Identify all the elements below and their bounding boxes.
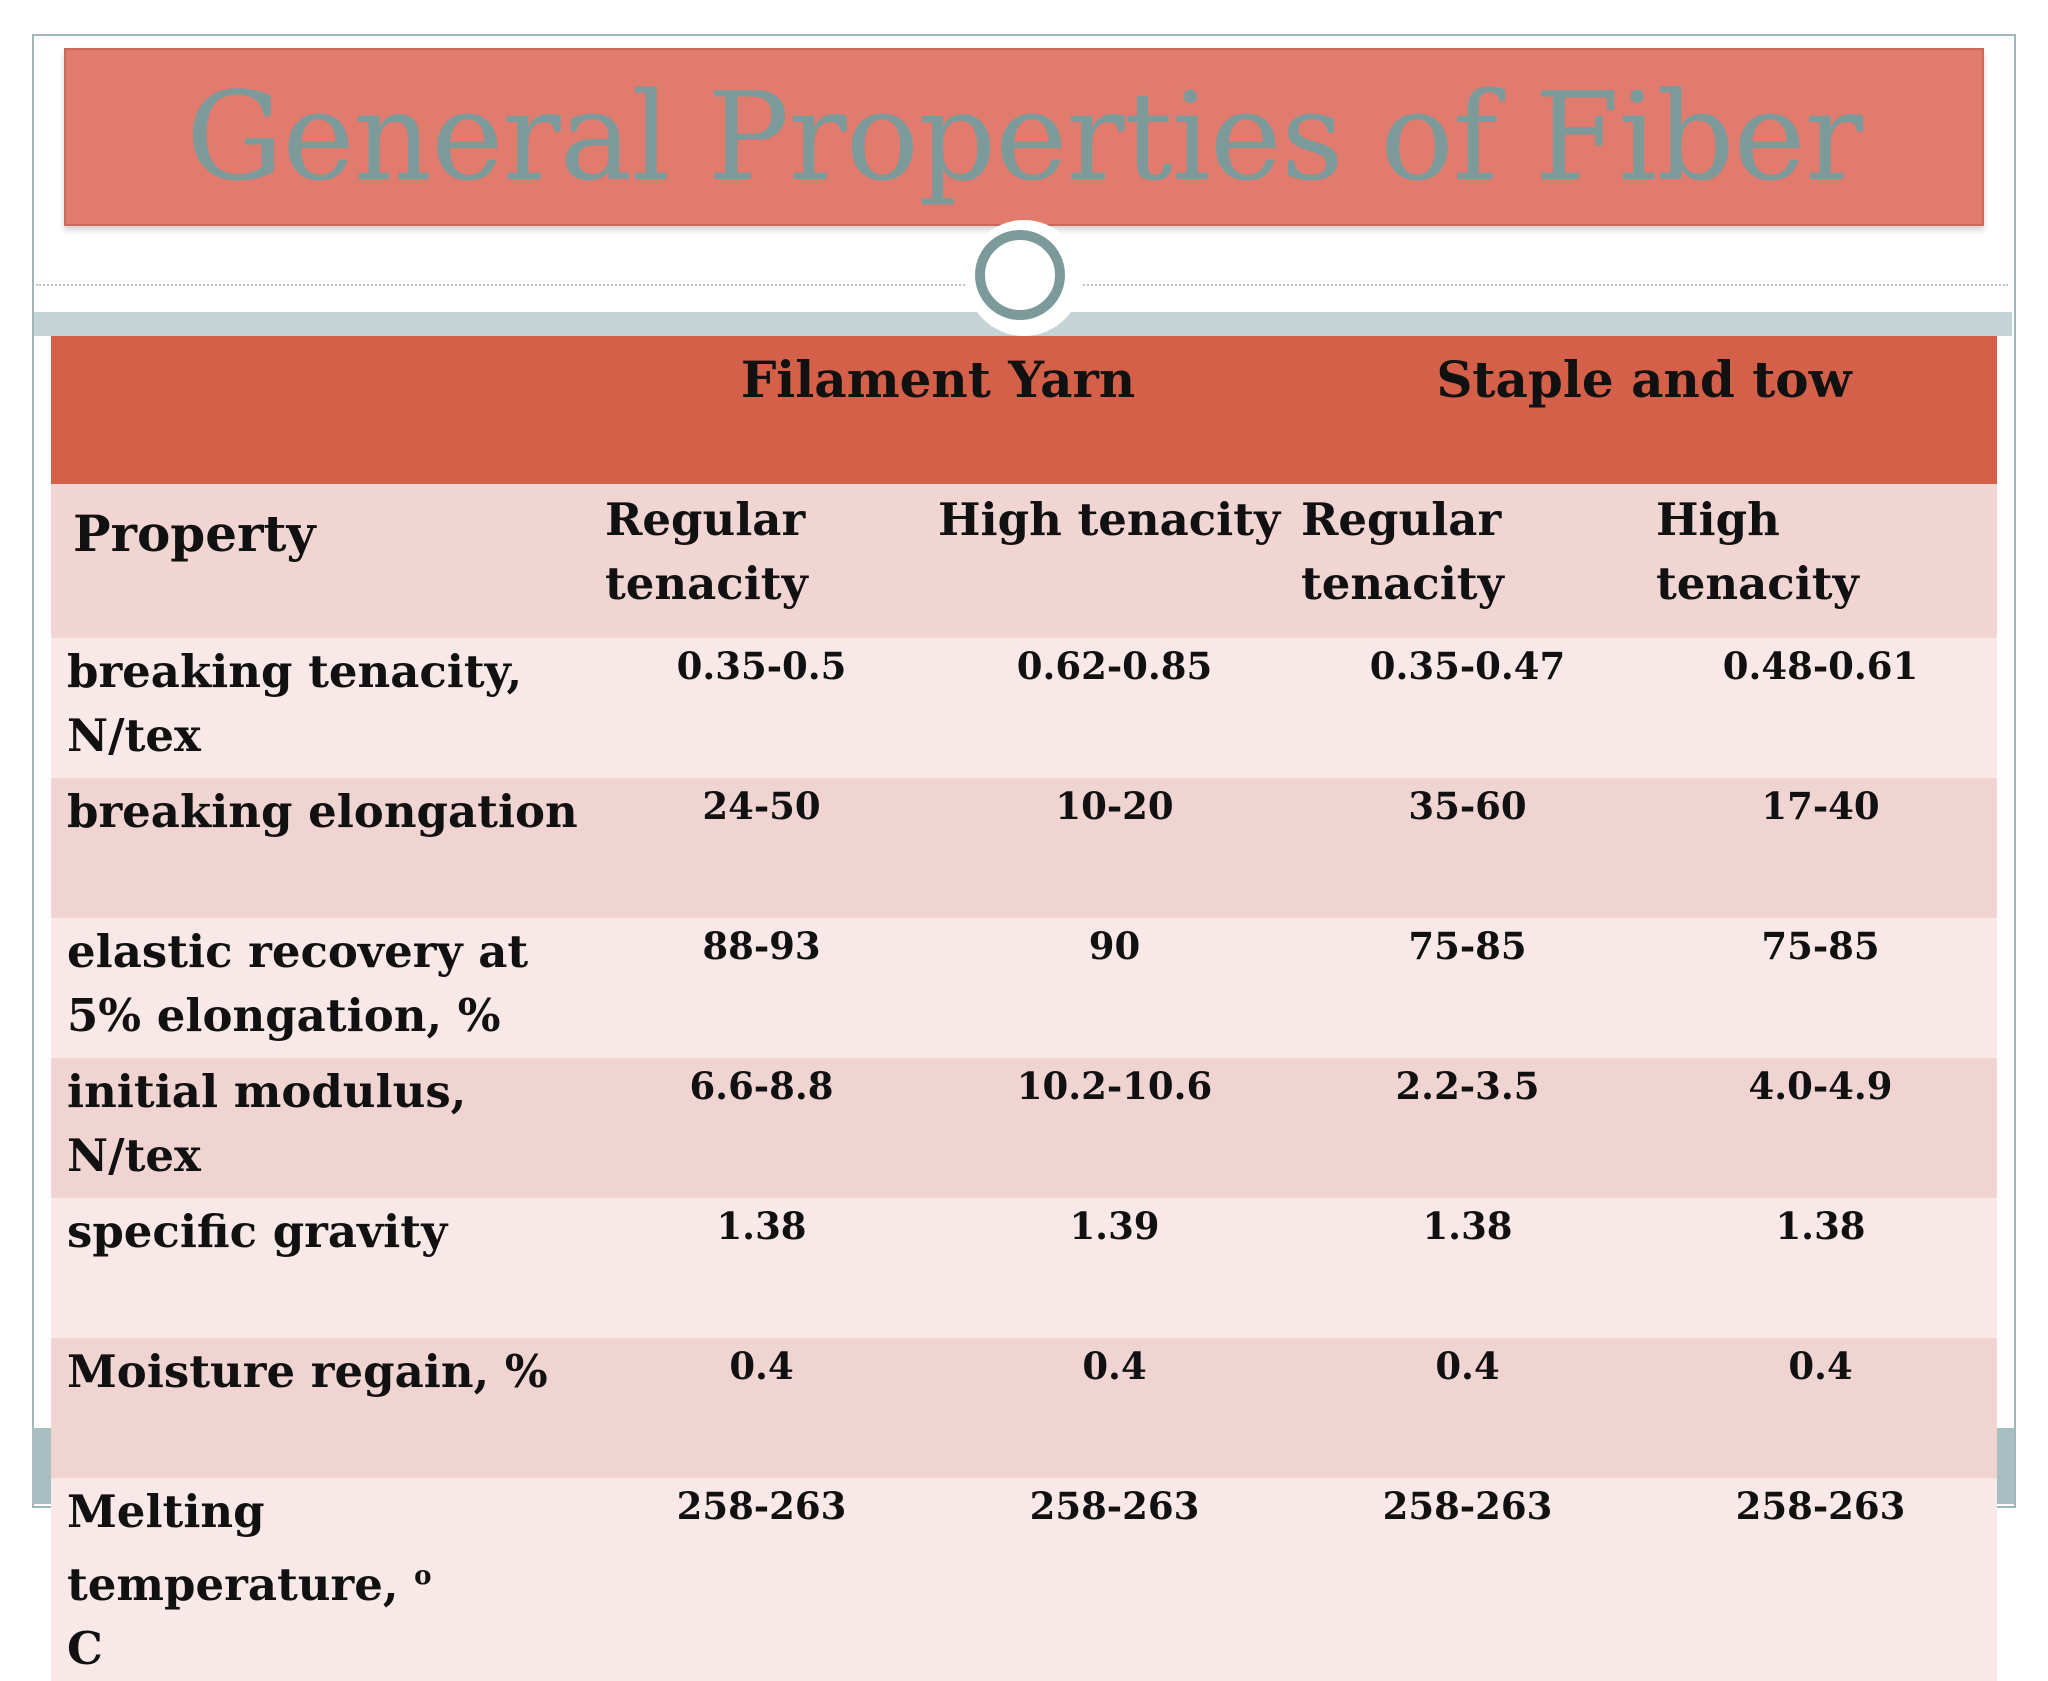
row-label: specific gravity	[51, 1198, 585, 1338]
slide-title: General Properties of Fiber	[185, 66, 1863, 208]
group-header-row: Filament Yarn Staple and tow	[51, 336, 1998, 484]
cell-value: 0.4	[1644, 1338, 1998, 1478]
property-column-header: Property	[51, 484, 585, 638]
cell-value: 1.39	[938, 1198, 1291, 1338]
row-label: Moisture regain, %	[51, 1338, 585, 1478]
sub-header-staple-regular: Regular tenacity	[1291, 484, 1644, 638]
cell-value: 10.2-10.6	[938, 1058, 1291, 1198]
row-label: initial modulus, N/tex	[51, 1058, 585, 1198]
cell-value: 258-263	[585, 1478, 938, 1681]
group-header-empty	[51, 336, 585, 484]
table-row: specific gravity 1.38 1.39 1.38 1.38	[51, 1198, 1998, 1338]
fiber-properties-table: Filament Yarn Staple and tow Property Re…	[51, 336, 1998, 1681]
cell-value: 258-263	[1644, 1478, 1998, 1681]
cell-value: 0.35-0.47	[1291, 638, 1644, 778]
cell-value: 35-60	[1291, 778, 1644, 918]
cell-value: 6.6-8.8	[585, 1058, 938, 1198]
cell-value: 2.2-3.5	[1291, 1058, 1644, 1198]
cell-value: 88-93	[585, 918, 938, 1058]
row-label-text: Melting temperature,	[67, 1485, 415, 1611]
cell-value: 0.4	[1291, 1338, 1644, 1478]
group-header-filament-yarn: Filament Yarn	[585, 336, 1291, 484]
cell-value: 24-50	[585, 778, 938, 918]
cell-value: 0.35-0.5	[585, 638, 938, 778]
cell-value: 4.0-4.9	[1644, 1058, 1998, 1198]
sub-header-row: Property Regular tenacity High tenacity …	[51, 484, 1998, 638]
table-row: Moisture regain, % 0.4 0.4 0.4 0.4	[51, 1338, 1998, 1478]
title-bar: General Properties of Fiber	[64, 48, 1984, 226]
degree-symbol: o	[414, 1561, 432, 1591]
cell-value: 1.38	[1644, 1198, 1998, 1338]
cell-value: 75-85	[1644, 918, 1998, 1058]
row-label: elastic recovery at 5% elongation, %	[51, 918, 585, 1058]
cell-value: 1.38	[1291, 1198, 1644, 1338]
group-header-staple-and-tow: Staple and tow	[1291, 336, 1998, 484]
cell-value: 0.4	[585, 1338, 938, 1478]
cell-value: 75-85	[1291, 918, 1644, 1058]
row-label: breaking tenacity, N/tex	[51, 638, 585, 778]
cell-value: 17-40	[1644, 778, 1998, 918]
table-row: initial modulus, N/tex 6.6-8.8 10.2-10.6…	[51, 1058, 1998, 1198]
row-label-melting-temperature: Melting temperature, o C	[51, 1478, 585, 1681]
cell-value: 10-20	[938, 778, 1291, 918]
cell-value: 90	[938, 918, 1291, 1058]
table-row: breaking tenacity, N/tex 0.35-0.5 0.62-0…	[51, 638, 1998, 778]
circle-ornament	[975, 230, 1065, 320]
cell-value: 258-263	[1291, 1478, 1644, 1681]
cell-value: 0.62-0.85	[938, 638, 1291, 778]
sub-header-filament-regular: Regular tenacity	[585, 484, 938, 638]
table-row: breaking elongation 24-50 10-20 35-60 17…	[51, 778, 1998, 918]
sub-header-staple-high: High tenacity	[1644, 484, 1998, 638]
cell-value: 1.38	[585, 1198, 938, 1338]
sub-header-filament-high: High tenacity	[938, 484, 1291, 638]
row-label: breaking elongation	[51, 778, 585, 918]
row-label-unit: C	[67, 1622, 103, 1675]
cell-value: 0.48-0.61	[1644, 638, 1998, 778]
cell-value: 258-263	[938, 1478, 1291, 1681]
table-row: elastic recovery at 5% elongation, % 88-…	[51, 918, 1998, 1058]
cell-value: 0.4	[938, 1338, 1291, 1478]
